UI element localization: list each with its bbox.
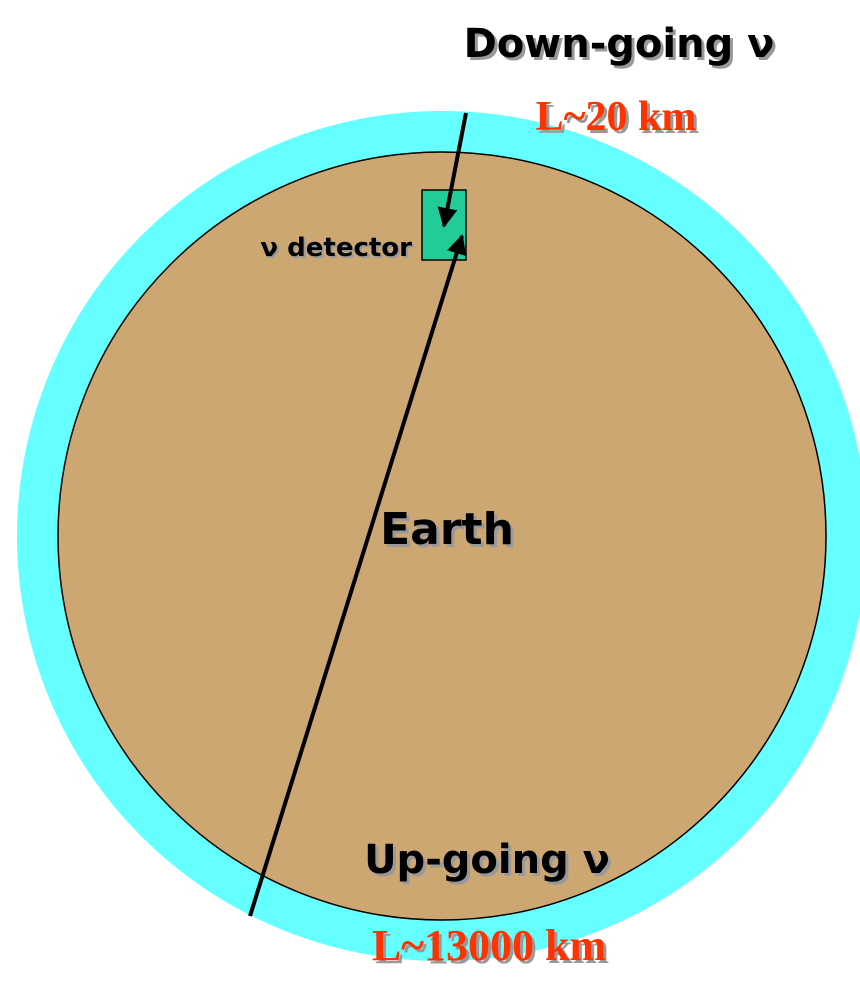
earth-shadow: Earth [383,507,517,558]
up-going-label: Up-going ν [364,837,610,883]
detector-shadow: ν detector [262,235,414,265]
down-length-shadow: L~20 km [539,97,700,143]
down-length-label: L~20 km [536,94,697,140]
down-going-path [437,112,468,228]
down-going-label: Down-going ν [464,21,775,67]
down-going-shadow: Down-going ν [467,24,778,70]
detector-label: ν detector [260,233,412,263]
up-going-path [248,234,467,917]
up-length-label: L~13000 km [372,921,606,970]
up-length-shadow: L~13000 km [375,924,609,973]
up-going-shadow: Up-going ν [367,840,613,886]
earth-body [57,151,827,921]
earth-label: Earth [380,504,514,555]
